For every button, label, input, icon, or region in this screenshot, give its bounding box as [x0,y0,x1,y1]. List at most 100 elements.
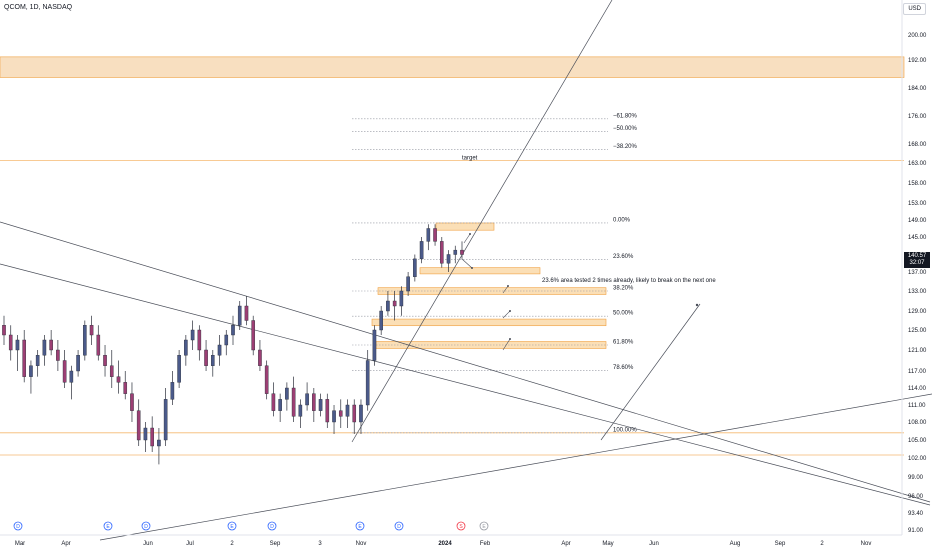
price-axis-label: 99.00 [908,475,924,481]
candle-body [150,427,154,447]
candle-body [345,404,350,417]
price-axis-label: 129.00 [908,309,927,315]
time-axis-label: 2 [820,541,824,547]
candle-body [285,387,289,400]
time-axis-label: Sep [270,541,281,547]
candle-body [413,258,417,277]
price-axis-label: 176.00 [908,114,927,120]
event-marker [227,521,237,531]
candle-body [217,344,222,356]
price-zone [419,267,541,275]
candle-body [251,320,256,351]
price-zone [435,222,495,231]
candle-body [130,393,134,411]
candle-body [258,349,262,366]
candle-body [170,382,175,400]
last-price-value: 140.57 [907,253,927,259]
candle-body [298,404,303,417]
event-marker-letter: E [106,524,110,530]
candle-body [49,339,53,351]
arrow [461,258,473,269]
candle-body [446,254,451,264]
event-marker [479,521,489,531]
candle-body [69,370,74,383]
price-axis-label: 137.00 [908,270,927,276]
time-axis-label: Mar [15,541,25,547]
symbol-title[interactable]: QCOM, 1D, NASDAQ [4,4,73,11]
fib-level-label: 61.80% [613,340,634,346]
event-marker-letter: D [16,524,20,530]
arrow [463,233,471,244]
fib-level-label: 38.20% [613,286,634,292]
candle-body [352,404,357,423]
price-axis-label: 117.00 [908,369,927,375]
candle-body [244,305,249,321]
candle-body [29,365,33,377]
time-axis-label: Aug [730,541,741,547]
event-marker-letter: E [482,524,486,530]
price-axis-label: 133.00 [908,289,927,295]
price-zone [371,318,607,327]
time-axis-label: Jun [649,541,659,547]
horizontal-levels [0,159,904,456]
price-axis-label: 108.00 [908,420,927,426]
fib-level-label: 23.60% [613,254,634,260]
fib-level-label: 78.60% [613,365,634,371]
trendline [99,393,932,541]
candle-body [338,410,343,417]
price-axis-label: 153.00 [908,201,927,207]
price-axis-label: 96.00 [908,494,924,500]
annotation-target: target [462,155,478,161]
fib-level-label: 100.00% [613,427,637,433]
candle-body [372,329,377,361]
candle-body [237,305,242,326]
price-axis-label: 93.40 [908,511,924,517]
event-marker-letter: D [144,524,148,530]
event-marker [103,521,113,531]
candle-body [332,410,336,423]
price-axis-label: 125.00 [908,328,927,334]
candle-body [312,393,316,411]
candle-body [224,334,229,346]
price-axis-label: 105.00 [908,438,927,444]
candle-body [204,349,208,366]
candle-body [89,325,94,336]
candle-body [184,339,188,356]
price-zone [377,287,607,295]
candle-body [143,427,148,441]
currency-button[interactable]: USD [903,3,926,15]
arrow [502,338,511,351]
time-axis-label: 2 [230,541,234,547]
price-zone [0,56,905,78]
event-marker-letter: D [397,524,401,530]
price-axis-label: 102.00 [908,456,927,462]
price-zones [0,56,905,349]
candle-body [453,249,458,255]
candle-body [190,329,195,341]
candlestick-series [2,224,464,465]
candle-body [406,276,410,292]
price-axis-label: 111.00 [908,403,926,409]
candle-body [96,334,101,356]
arrow-head [509,310,511,312]
time-axis-label: Sep [775,541,786,547]
candle-body [8,334,13,351]
price-axis-label: 168.00 [908,142,927,148]
fib-level-label: 50.00% [613,311,634,317]
candle-body [76,355,80,372]
candle-body [123,382,128,394]
event-marker [141,521,151,531]
candle-body [116,376,121,383]
arrow-head [509,338,511,340]
time-axis-label: May [602,541,613,547]
candle-body [392,300,397,307]
arrow-head [469,233,471,235]
fib-level-label: −50.00% [613,126,638,132]
candle-body [379,310,383,331]
event-marker-letter: E [230,524,234,530]
candle-body [264,365,269,394]
price-axis-label: 200.00 [908,33,927,39]
